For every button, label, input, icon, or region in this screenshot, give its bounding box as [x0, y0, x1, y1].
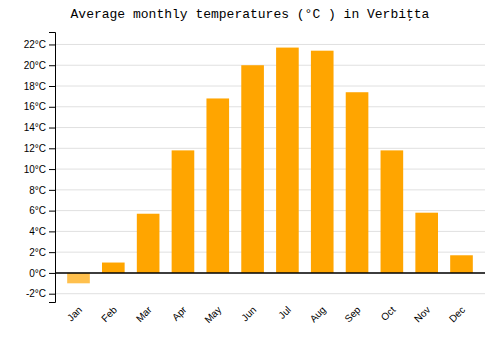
bar: [137, 214, 160, 273]
y-tick-label: 8°C: [29, 185, 46, 196]
grid-line: [55, 86, 485, 87]
bar: [172, 150, 195, 273]
grid-line: [55, 210, 485, 211]
y-tick-label: 4°C: [29, 226, 46, 237]
y-tick-label: 22°C: [24, 39, 46, 50]
y-tick-mark: [49, 252, 55, 253]
y-tick-mark: [49, 190, 55, 191]
grid-line: [55, 106, 485, 107]
grid-line: [55, 44, 485, 45]
grid-line: [55, 65, 485, 66]
bars: [55, 48, 485, 284]
x-tick-label: Aug: [308, 304, 328, 324]
x-tick: Oct: [379, 304, 398, 323]
bar: [381, 150, 404, 273]
y-tick-mark: [49, 169, 55, 170]
y-tick: 12°C: [24, 143, 55, 154]
grid-line: [55, 272, 485, 273]
grid-line: [55, 127, 485, 128]
y-axis: -2°C 0°C 2°C 4°C 6°C 8°C 10°C 12°C 14°C 16°C 18°C 2…: [24, 33, 56, 303]
x-tick-label: Jul: [276, 304, 293, 321]
bar: [346, 92, 369, 273]
y-tick-label: 10°C: [24, 164, 46, 175]
x-tick: Dec: [447, 304, 467, 324]
y-tick: -2°C: [26, 288, 55, 299]
x-tick-label: Feb: [99, 304, 119, 324]
y-tick-mark: [49, 86, 55, 87]
x-tick: Aug: [308, 304, 328, 324]
y-tick-label: 20°C: [24, 60, 46, 71]
y-tick: 16°C: [24, 101, 55, 112]
y-tick-mark: [49, 273, 55, 274]
y-tick: 8°C: [29, 185, 55, 196]
grid-line: [55, 189, 485, 190]
bar: [311, 51, 334, 273]
y-tick-label: 2°C: [29, 247, 46, 258]
bar: [276, 48, 299, 273]
y-tick: 6°C: [29, 205, 55, 216]
y-tick-mark: [49, 148, 55, 149]
y-tick-label: -2°C: [26, 288, 46, 299]
grid-line: [55, 169, 485, 170]
y-tick-label: 0°C: [29, 268, 46, 279]
y-tick: 20°C: [24, 60, 55, 71]
x-tick: Jul: [276, 304, 293, 321]
x-tick-label: Jun: [239, 304, 258, 323]
grid: [55, 44, 485, 293]
x-tick: Sep: [342, 304, 363, 325]
y-tick-mark: [49, 294, 55, 295]
y-tick-mark: [49, 107, 55, 108]
y-tick-mark: [49, 211, 55, 212]
y-tick: 2°C: [29, 247, 55, 258]
y-tick: 18°C: [24, 81, 55, 92]
bar: [241, 65, 264, 273]
x-tick-label: Apr: [170, 304, 189, 323]
y-tick-mark: [49, 65, 55, 66]
y-tick-mark: [49, 231, 55, 232]
y-axis-line: [49, 33, 56, 303]
grid-line: [55, 293, 485, 294]
x-axis: Jan Feb Mar Apr May Jun Jul Aug Sep Oct Nov Dec: [65, 304, 467, 326]
x-tick-label: Sep: [342, 304, 363, 325]
x-tick: Jan: [65, 304, 84, 323]
title: Average monthly temperatures (°C ) in Ve…: [71, 7, 430, 22]
x-tick-label: Mar: [134, 304, 154, 324]
x-tick: Mar: [134, 304, 154, 324]
bar: [102, 263, 125, 273]
x-tick: Jun: [239, 304, 258, 323]
x-tick-label: Jan: [65, 304, 84, 323]
x-tick: Apr: [170, 304, 189, 323]
y-tick: 4°C: [29, 226, 55, 237]
y-tick: 10°C: [24, 164, 55, 175]
plot: -2°C 0°C 2°C 4°C 6°C 8°C 10°C 12°C 14°C 16°C 18°C 2…: [24, 33, 485, 326]
x-tick: Nov: [412, 304, 432, 324]
x-tick-label: May: [202, 304, 223, 325]
zero-line: [55, 272, 485, 274]
x-tick: Feb: [99, 304, 119, 324]
bar: [67, 273, 90, 283]
x-tick-label: Dec: [447, 304, 467, 324]
bar: [206, 98, 229, 272]
grid-line: [55, 148, 485, 149]
bar: [450, 255, 473, 273]
y-tick-mark: [49, 128, 55, 129]
y-tick: 22°C: [24, 39, 55, 50]
y-tick-label: 16°C: [24, 101, 46, 112]
y-tick-label: 14°C: [24, 122, 46, 133]
y-tick: 0°C: [29, 268, 55, 279]
y-tick-label: 18°C: [24, 81, 46, 92]
x-tick: May: [202, 304, 223, 325]
x-tick-label: Oct: [379, 304, 398, 323]
y-tick-label: 6°C: [29, 205, 46, 216]
bar: [415, 213, 438, 273]
chart: Average monthly temperatures (°C ) in Ve…: [0, 0, 500, 350]
y-tick-label: 12°C: [24, 143, 46, 154]
y-tick-mark: [49, 44, 55, 45]
x-tick-label: Nov: [412, 304, 432, 324]
y-tick: 14°C: [24, 122, 55, 133]
